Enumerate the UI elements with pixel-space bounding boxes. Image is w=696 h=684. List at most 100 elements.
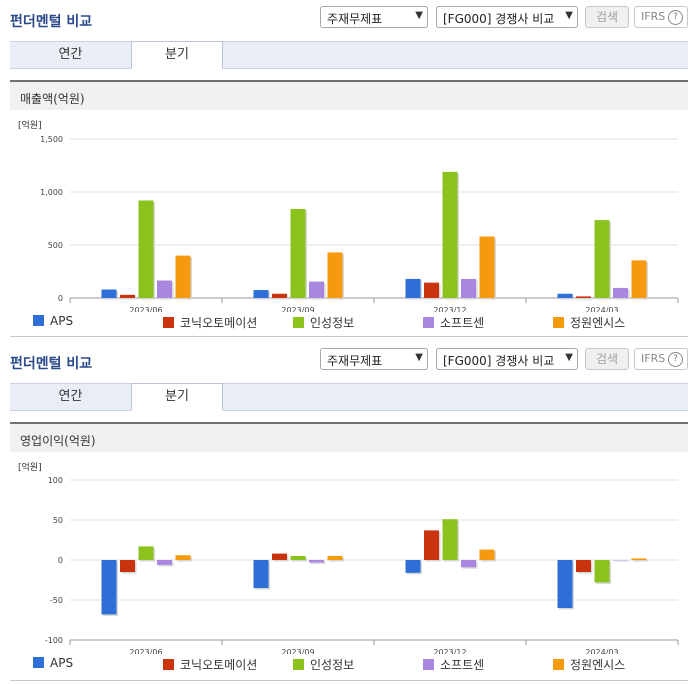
legend-label: 인성정보	[310, 658, 355, 672]
statement-select-value: 주재무제표	[327, 12, 383, 26]
peer-select[interactable]: [FG000] 경쟁사 비교 ▼	[436, 6, 578, 28]
x-tick-label: 2023/06	[129, 648, 162, 654]
legend-item[interactable]: 인성정보	[293, 314, 354, 331]
legend-label: 인성정보	[310, 316, 355, 330]
bar	[101, 560, 117, 615]
bar	[327, 252, 343, 298]
legend-item[interactable]: APS	[33, 656, 73, 670]
legend-label: 정원엔시스	[570, 658, 626, 672]
legend-item[interactable]: APS	[33, 314, 73, 328]
peer-select-value: [FG000] 경쟁사 비교	[443, 354, 555, 368]
bar	[594, 220, 610, 298]
legend-item[interactable]: 코닉오토메이션	[163, 314, 257, 331]
section-title: 영업이익(억원)	[20, 434, 96, 448]
y-axis-unit-label: [억원]	[18, 119, 42, 131]
bar	[253, 560, 269, 588]
peer-select[interactable]: [FG000] 경쟁사 비교 ▼	[436, 348, 578, 370]
panel-title: 펀더멘털 비교	[10, 14, 93, 30]
bar	[424, 530, 439, 560]
panel-title: 펀더멘털 비교	[10, 356, 93, 372]
bar-shadow	[310, 561, 326, 564]
ifrs-label: IFRS	[641, 10, 666, 23]
ifrs-label: IFRS	[641, 352, 666, 365]
period-tabs: 연간 분기	[10, 383, 688, 411]
legend-swatch	[163, 659, 174, 670]
legend-label: 코닉오토메이션	[180, 316, 258, 330]
fundamental-panel-revenue: 펀더멘털 비교 주재무제표 ▼ [FG000] 경쟁사 비교 ▼ 검색 IFRS…	[0, 2, 696, 338]
legend-swatch	[33, 315, 44, 326]
tab-quarterly[interactable]: 분기	[131, 383, 223, 411]
bar	[272, 553, 287, 560]
fundamental-panel-operating-profit: 펀더멘털 비교 주재무제표 ▼ [FG000] 경쟁사 비교 ▼ 검색 IFRS…	[0, 344, 696, 684]
bar	[290, 208, 306, 298]
bar	[613, 287, 628, 298]
x-tick-label: 2024/03	[585, 648, 618, 654]
bar	[175, 255, 191, 298]
y-tick-label: 1,000	[40, 188, 63, 197]
y-tick-label: 0	[58, 556, 63, 565]
bar	[138, 200, 154, 298]
tab-annual[interactable]: 연간	[58, 47, 83, 62]
legend-item[interactable]: 인성정보	[293, 656, 354, 673]
bar	[101, 289, 117, 298]
operating-profit-bar-chart: [억원] -100 -50 0 50 100 2023/06 2023/09 2023/12 20…	[18, 461, 679, 654]
section-header: 영업이익(억원)	[10, 422, 688, 452]
y-tick-label: -50	[50, 596, 63, 605]
search-button[interactable]: 검색	[585, 348, 629, 370]
bar	[613, 560, 628, 561]
x-tick-label: 2023/06	[129, 306, 162, 312]
section-title: 매출액(억원)	[20, 92, 85, 106]
bar	[290, 556, 306, 560]
tab-quarterly[interactable]: 분기	[131, 41, 223, 69]
x-tick-label: 2023/09	[281, 306, 314, 312]
ifrs-button[interactable]: IFRS ?	[634, 6, 688, 28]
section-header: 매출액(억원)	[10, 80, 688, 110]
y-axis-unit-label: [억원]	[18, 461, 42, 473]
bar	[576, 560, 591, 572]
help-icon[interactable]: ?	[668, 352, 683, 367]
peer-select-value: [FG000] 경쟁사 비교	[443, 12, 555, 26]
y-tick-label: -100	[45, 636, 63, 645]
tab-annual[interactable]: 연간	[58, 389, 83, 404]
statement-select-value: 주재무제표	[327, 354, 383, 368]
legend-swatch	[423, 317, 434, 328]
legend-label: 정원엔시스	[570, 316, 626, 330]
legend-label: APS	[50, 656, 74, 670]
bar	[479, 236, 495, 298]
bar-shadow	[577, 297, 593, 300]
bar	[557, 293, 573, 298]
legend-item[interactable]: 소프트센	[423, 314, 484, 331]
bar	[120, 294, 135, 298]
statement-select[interactable]: 주재무제표 ▼	[320, 6, 428, 28]
legend-item[interactable]: 정원엔시스	[553, 314, 625, 331]
chevron-down-icon: ▼	[565, 10, 573, 21]
statement-select[interactable]: 주재무제표 ▼	[320, 348, 428, 370]
bar	[424, 282, 439, 298]
bar	[461, 278, 476, 298]
x-tick-label: 2023/09	[281, 648, 314, 654]
legend-label: 소프트센	[440, 658, 485, 672]
panel-divider	[10, 680, 688, 681]
bar	[253, 290, 269, 298]
legend-swatch	[293, 317, 304, 328]
bar	[631, 558, 647, 560]
revenue-bar-chart: [억원] 0 500 1,000 1,500 2023/06 2023/09 2023/12 2…	[18, 119, 679, 312]
legend-swatch	[33, 657, 44, 668]
legend-item[interactable]: 코닉오토메이션	[163, 656, 257, 673]
ifrs-button[interactable]: IFRS ?	[634, 348, 688, 370]
legend-swatch	[163, 317, 174, 328]
bar	[557, 560, 573, 608]
bar	[272, 293, 287, 298]
help-icon[interactable]: ?	[668, 10, 683, 25]
legend-item[interactable]: 소프트센	[423, 656, 484, 673]
chevron-down-icon: ▼	[415, 10, 423, 21]
bar	[309, 281, 324, 298]
bar	[479, 549, 495, 560]
x-tick-label: 2023/12	[433, 648, 466, 654]
bar	[405, 278, 421, 298]
legend-item[interactable]: 정원엔시스	[553, 656, 625, 673]
search-button[interactable]: 검색	[585, 6, 629, 28]
bar	[138, 546, 154, 560]
bar	[157, 280, 172, 298]
bar	[120, 560, 135, 572]
